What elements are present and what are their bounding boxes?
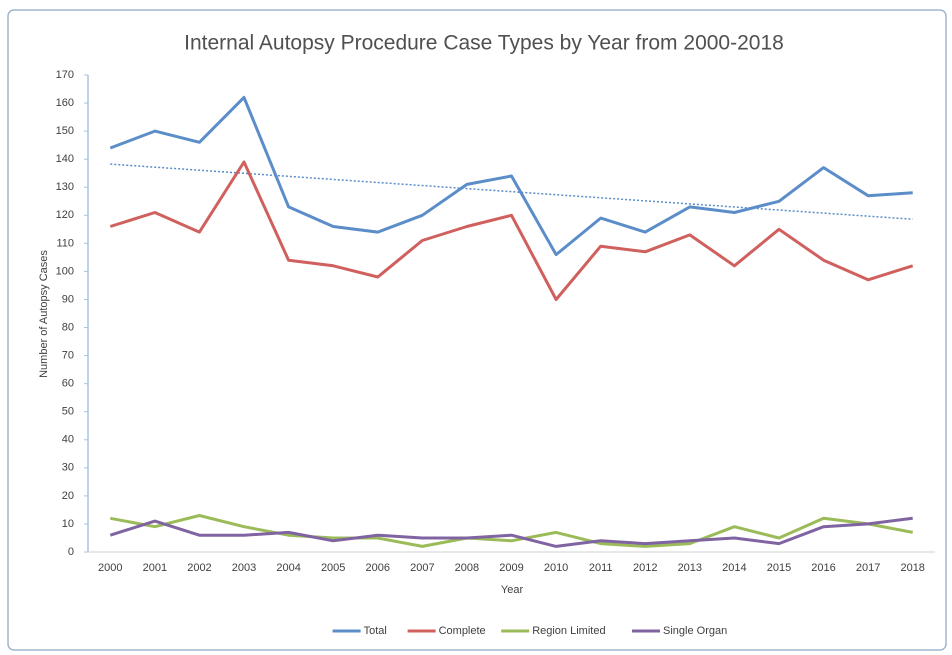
- y-tick-label: 90: [62, 293, 74, 305]
- y-tick-label: 130: [56, 181, 74, 193]
- x-tick-label: 2011: [589, 562, 613, 574]
- y-tick-label: 100: [56, 265, 74, 277]
- x-tick-label: 2007: [410, 562, 434, 574]
- x-tick-label: 2012: [633, 562, 657, 574]
- series-line: [109, 160, 914, 301]
- y-tick-label: 10: [62, 518, 74, 530]
- x-tick-label: 2009: [499, 562, 523, 574]
- x-tick-label: 2010: [544, 562, 568, 574]
- y-axis-title: Number of Autopsy Cases: [38, 250, 50, 378]
- y-tick-label: 70: [62, 349, 74, 361]
- x-tick-label: 2001: [143, 562, 167, 574]
- y-tick-label: 40: [62, 434, 74, 446]
- x-tick-label: 2017: [856, 562, 880, 574]
- legend-label: Region Limited: [532, 625, 605, 637]
- y-tick-label: 120: [56, 209, 74, 221]
- y-tick-label: 80: [62, 321, 74, 333]
- x-tick-label: 2016: [811, 562, 835, 574]
- x-tick-label: 2004: [276, 562, 300, 574]
- x-axis-title: Year: [501, 584, 524, 596]
- y-tick-label: 170: [56, 69, 74, 81]
- legend-label: Complete: [439, 625, 486, 637]
- x-tick-label: 2015: [767, 562, 791, 574]
- x-tick-label: 2000: [98, 562, 122, 574]
- y-tick-label: 0: [68, 546, 74, 558]
- x-tick-label: 2005: [321, 562, 345, 574]
- x-tick-label: 2006: [366, 562, 390, 574]
- x-tick-label: 2003: [232, 562, 256, 574]
- series-line: [109, 95, 913, 257]
- y-tick-label: 110: [56, 237, 74, 249]
- legend-label: Single Organ: [663, 625, 727, 637]
- x-tick-label: 2018: [900, 562, 924, 574]
- x-tick-label: 2008: [455, 562, 479, 574]
- series-line: [109, 516, 913, 548]
- y-tick-label: 140: [56, 153, 74, 165]
- y-tick-label: 50: [62, 406, 74, 418]
- y-tick-label: 20: [62, 490, 74, 502]
- chart-title: Internal Autopsy Procedure Case Types by…: [184, 32, 784, 55]
- x-tick-label: 2013: [678, 562, 702, 574]
- y-tick-label: 30: [62, 462, 74, 474]
- chart-frame: [7, 9, 947, 651]
- x-tick-label: 2002: [187, 562, 211, 574]
- x-tick-label: 2014: [722, 562, 746, 574]
- y-tick-label: 160: [56, 97, 74, 109]
- legend-label: Total: [364, 625, 387, 637]
- y-tick-label: 150: [56, 125, 74, 137]
- series-line: [110, 514, 913, 548]
- y-tick-label: 60: [62, 378, 74, 390]
